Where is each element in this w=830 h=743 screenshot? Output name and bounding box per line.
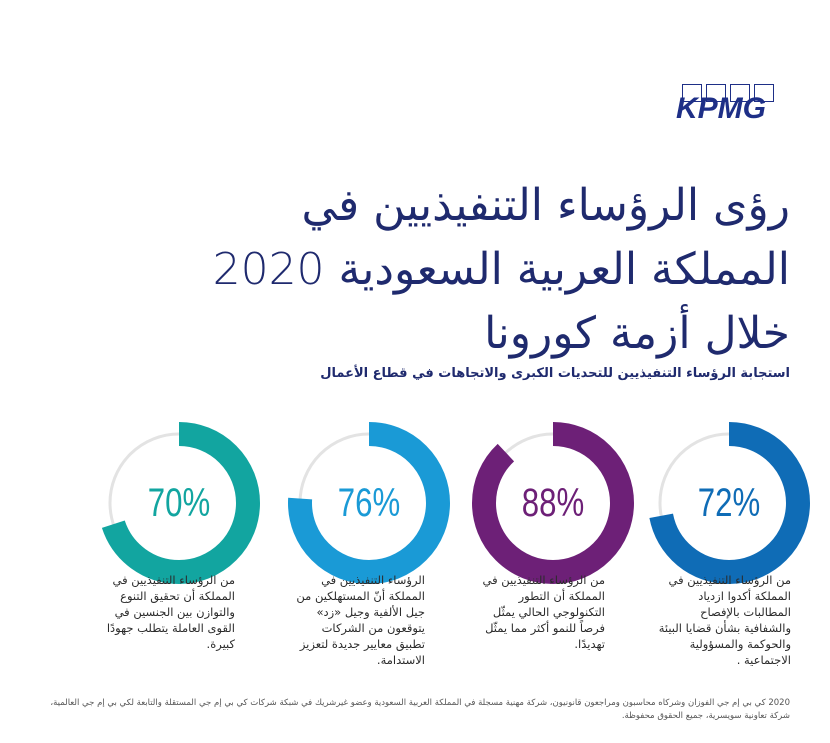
donut-arc: [98, 422, 260, 584]
stat-card: 76% الرؤساء التنفيذيين في المملكة أنّ ال…: [286, 420, 466, 740]
stat-description: من الرؤساء التنفيذيين في المملكة أكدوا ا…: [658, 573, 791, 667]
logo-box: [682, 84, 702, 102]
kpmg-logo: KPMG: [668, 84, 788, 128]
stat-percent: 76%: [337, 480, 401, 525]
logo-box: [730, 84, 750, 102]
donut-ring: [472, 422, 634, 584]
copyright-footer: 2020 كي بي إم جي الفوزان وشركاه محاسبون …: [50, 698, 790, 721]
donut-ring: [288, 422, 450, 584]
stat-percent: 72%: [697, 480, 761, 525]
stat-card: 72% من الرؤساء التنفيذيين في المملكة أكد…: [646, 420, 826, 740]
title-line-2: المملكة العربية السعودية 2020: [212, 244, 790, 295]
stat-card: 88% من الرؤساء التنفيذيين في المملكة أن …: [470, 420, 650, 740]
stat-description: من الرؤساء التنفيذيين في المملكة أن التط…: [482, 573, 606, 651]
logo-text: KPMG: [676, 92, 766, 125]
title-line-1: رؤى الرؤساء التنفيذيين في: [301, 180, 790, 231]
donut-arc: [472, 422, 634, 584]
donut-arc: [288, 422, 450, 584]
stat-percent: 70%: [147, 480, 211, 525]
page-subtitle: استجابة الرؤساء التنفيذيين للتحديات الكب…: [320, 366, 790, 381]
title-line-3: خلال أزمة كورونا: [484, 308, 790, 359]
stat-percent: 88%: [521, 480, 585, 525]
logo-boxes: [682, 84, 774, 102]
page-title: رؤى الرؤساء التنفيذيين في المملكة العربي…: [170, 174, 790, 366]
donut-ring: [648, 422, 810, 584]
logo-box: [754, 84, 774, 102]
donut-arc: [648, 422, 810, 584]
stat-description: من الرؤساء التنفيذيين في المملكة أن تحقي…: [106, 573, 235, 651]
stat-card: 70% من الرؤساء التنفيذيين في المملكة أن …: [96, 420, 276, 740]
logo-box: [706, 84, 726, 102]
donut-ring: [98, 422, 260, 584]
stat-description: الرؤساء التنفيذيين في المملكة أنّ المسته…: [296, 573, 425, 667]
